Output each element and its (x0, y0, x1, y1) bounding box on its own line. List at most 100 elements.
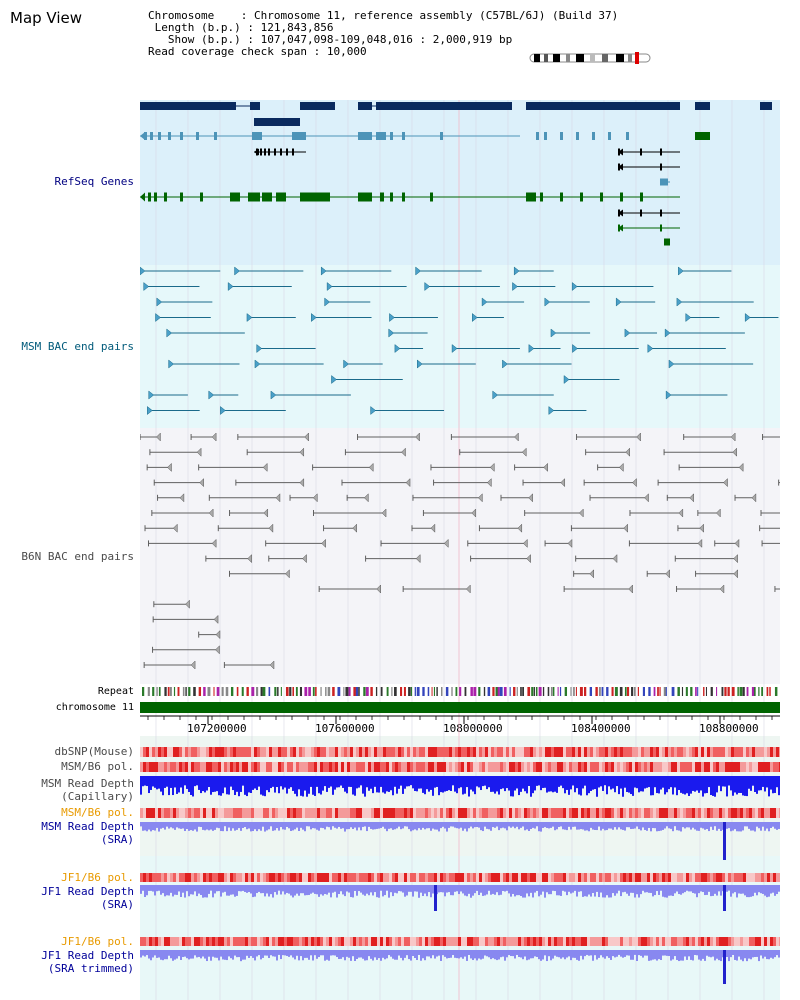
depth-bar (188, 822, 190, 831)
polymorphism-cell (293, 873, 296, 882)
track-label-msm-b6-pol-1[interactable]: MSM/B6 pol. (61, 760, 134, 773)
repeat-element (538, 687, 542, 696)
repeat-element (152, 687, 155, 696)
track-label-dbsnp[interactable]: dbSNP(Mouse) (54, 745, 134, 758)
chromosome-ideogram[interactable] (528, 52, 652, 64)
polymorphism-cell (245, 762, 248, 772)
genome-browser-panel[interactable] (140, 96, 780, 1000)
depth-bar (754, 950, 756, 957)
polymorphism-cell (146, 808, 149, 818)
polymorphism-cell (743, 747, 746, 757)
depth-bar (744, 885, 746, 896)
repeat-element (277, 687, 279, 696)
depth-bar (406, 776, 408, 787)
depth-bar (464, 950, 466, 957)
track-label-msm-depth-capillary[interactable]: MSM Read Depth (41, 777, 134, 790)
polymorphism-cell (437, 808, 440, 818)
repeat-element (774, 687, 778, 696)
polymorphism-cell (242, 762, 245, 772)
bac-end-marker (632, 477, 637, 488)
gene-exon (250, 102, 260, 110)
depth-bar (348, 950, 350, 958)
depth-bar (714, 776, 716, 797)
depth-bar (446, 885, 448, 893)
depth-bar (454, 885, 456, 892)
polymorphism-cell (743, 873, 746, 882)
polymorphism-cell (566, 808, 569, 818)
polymorphism-cell (200, 873, 203, 882)
polymorphism-cell (467, 747, 470, 757)
polymorphism-cell (521, 747, 524, 757)
polymorphism-cell (626, 747, 629, 757)
track-label-jf1-depth-sra[interactable]: JF1 Read Depth (41, 885, 134, 898)
polymorphism-cell (392, 937, 395, 946)
depth-bar (676, 885, 678, 892)
bac-end-marker (619, 462, 624, 473)
depth-bar (438, 776, 440, 796)
depth-bar (560, 885, 562, 896)
depth-bar (528, 776, 530, 787)
polymorphism-cell (611, 873, 614, 882)
polymorphism-cell (512, 873, 515, 882)
depth-bar (642, 822, 644, 828)
depth-bar (196, 885, 198, 897)
depth-bar (468, 885, 470, 894)
depth-bar (214, 950, 216, 958)
depth-bar (156, 822, 158, 828)
polymorphism-cell (233, 808, 236, 818)
depth-bar (384, 776, 386, 794)
polymorphism-cell (167, 873, 170, 882)
track-label-refseq[interactable]: RefSeq Genes (54, 175, 134, 188)
track-label-msm-bac[interactable]: MSM BAC end pairs (21, 340, 134, 353)
depth-bar (602, 885, 604, 898)
gene-exon (292, 148, 294, 156)
depth-bar (484, 822, 486, 827)
track-label-jf1-b6-pol-1[interactable]: JF1/B6 pol. (61, 871, 134, 884)
polymorphism-cell (749, 873, 752, 882)
depth-bar (310, 885, 312, 894)
depth-bar (298, 950, 300, 961)
depth-bar (438, 885, 440, 893)
polymorphism-cell (482, 747, 485, 757)
track-label-b6n-bac[interactable]: B6N BAC end pairs (21, 550, 134, 563)
depth-bar (208, 776, 210, 788)
bac-end-marker (528, 343, 535, 354)
repeat-element (441, 687, 443, 696)
depth-bar (456, 822, 458, 829)
repeat-element (198, 687, 202, 696)
polymorphism-cell (713, 873, 716, 882)
chromosome-value: Chromosome 11, reference assembly (C57BL… (253, 9, 619, 22)
depth-bar (374, 950, 376, 958)
polymorphism-cell (155, 808, 158, 818)
track-label-msm-b6-pol-2[interactable]: MSM/B6 pol. (61, 806, 134, 819)
msm-bac-track-bg (140, 265, 780, 428)
depth-bar (208, 822, 210, 831)
depth-bar (242, 885, 244, 891)
track-label-jf1-depth-trimmed[interactable]: JF1 Read Depth (41, 949, 134, 962)
polymorphism-cell (677, 808, 680, 818)
depth-bar (672, 885, 674, 896)
depth-bar (410, 776, 412, 786)
depth-bar (364, 822, 366, 827)
depth-bar (164, 885, 166, 897)
depth-bar (528, 822, 530, 831)
polymorphism-cell (728, 808, 731, 818)
polymorphism-cell (545, 747, 548, 757)
repeat-element (182, 687, 185, 696)
polymorphism-cell (380, 808, 383, 818)
repeat-element (312, 687, 315, 696)
bac-end-marker (401, 447, 406, 457)
depth-bar (508, 822, 510, 827)
polymorphism-cell (767, 873, 770, 882)
depth-bar (234, 950, 236, 956)
track-label-jf1-b6-pol-2[interactable]: JF1/B6 pol. (61, 935, 134, 948)
polymorphism-cell (491, 762, 494, 772)
depth-bar (156, 885, 158, 892)
polymorphism-cell (173, 747, 176, 757)
depth-bar (508, 950, 510, 956)
depth-bar (148, 950, 150, 959)
depth-bar (630, 776, 632, 795)
track-label-msm-depth-sra[interactable]: MSM Read Depth (41, 820, 134, 833)
depth-bar (318, 950, 320, 958)
depth-bar (742, 776, 744, 796)
